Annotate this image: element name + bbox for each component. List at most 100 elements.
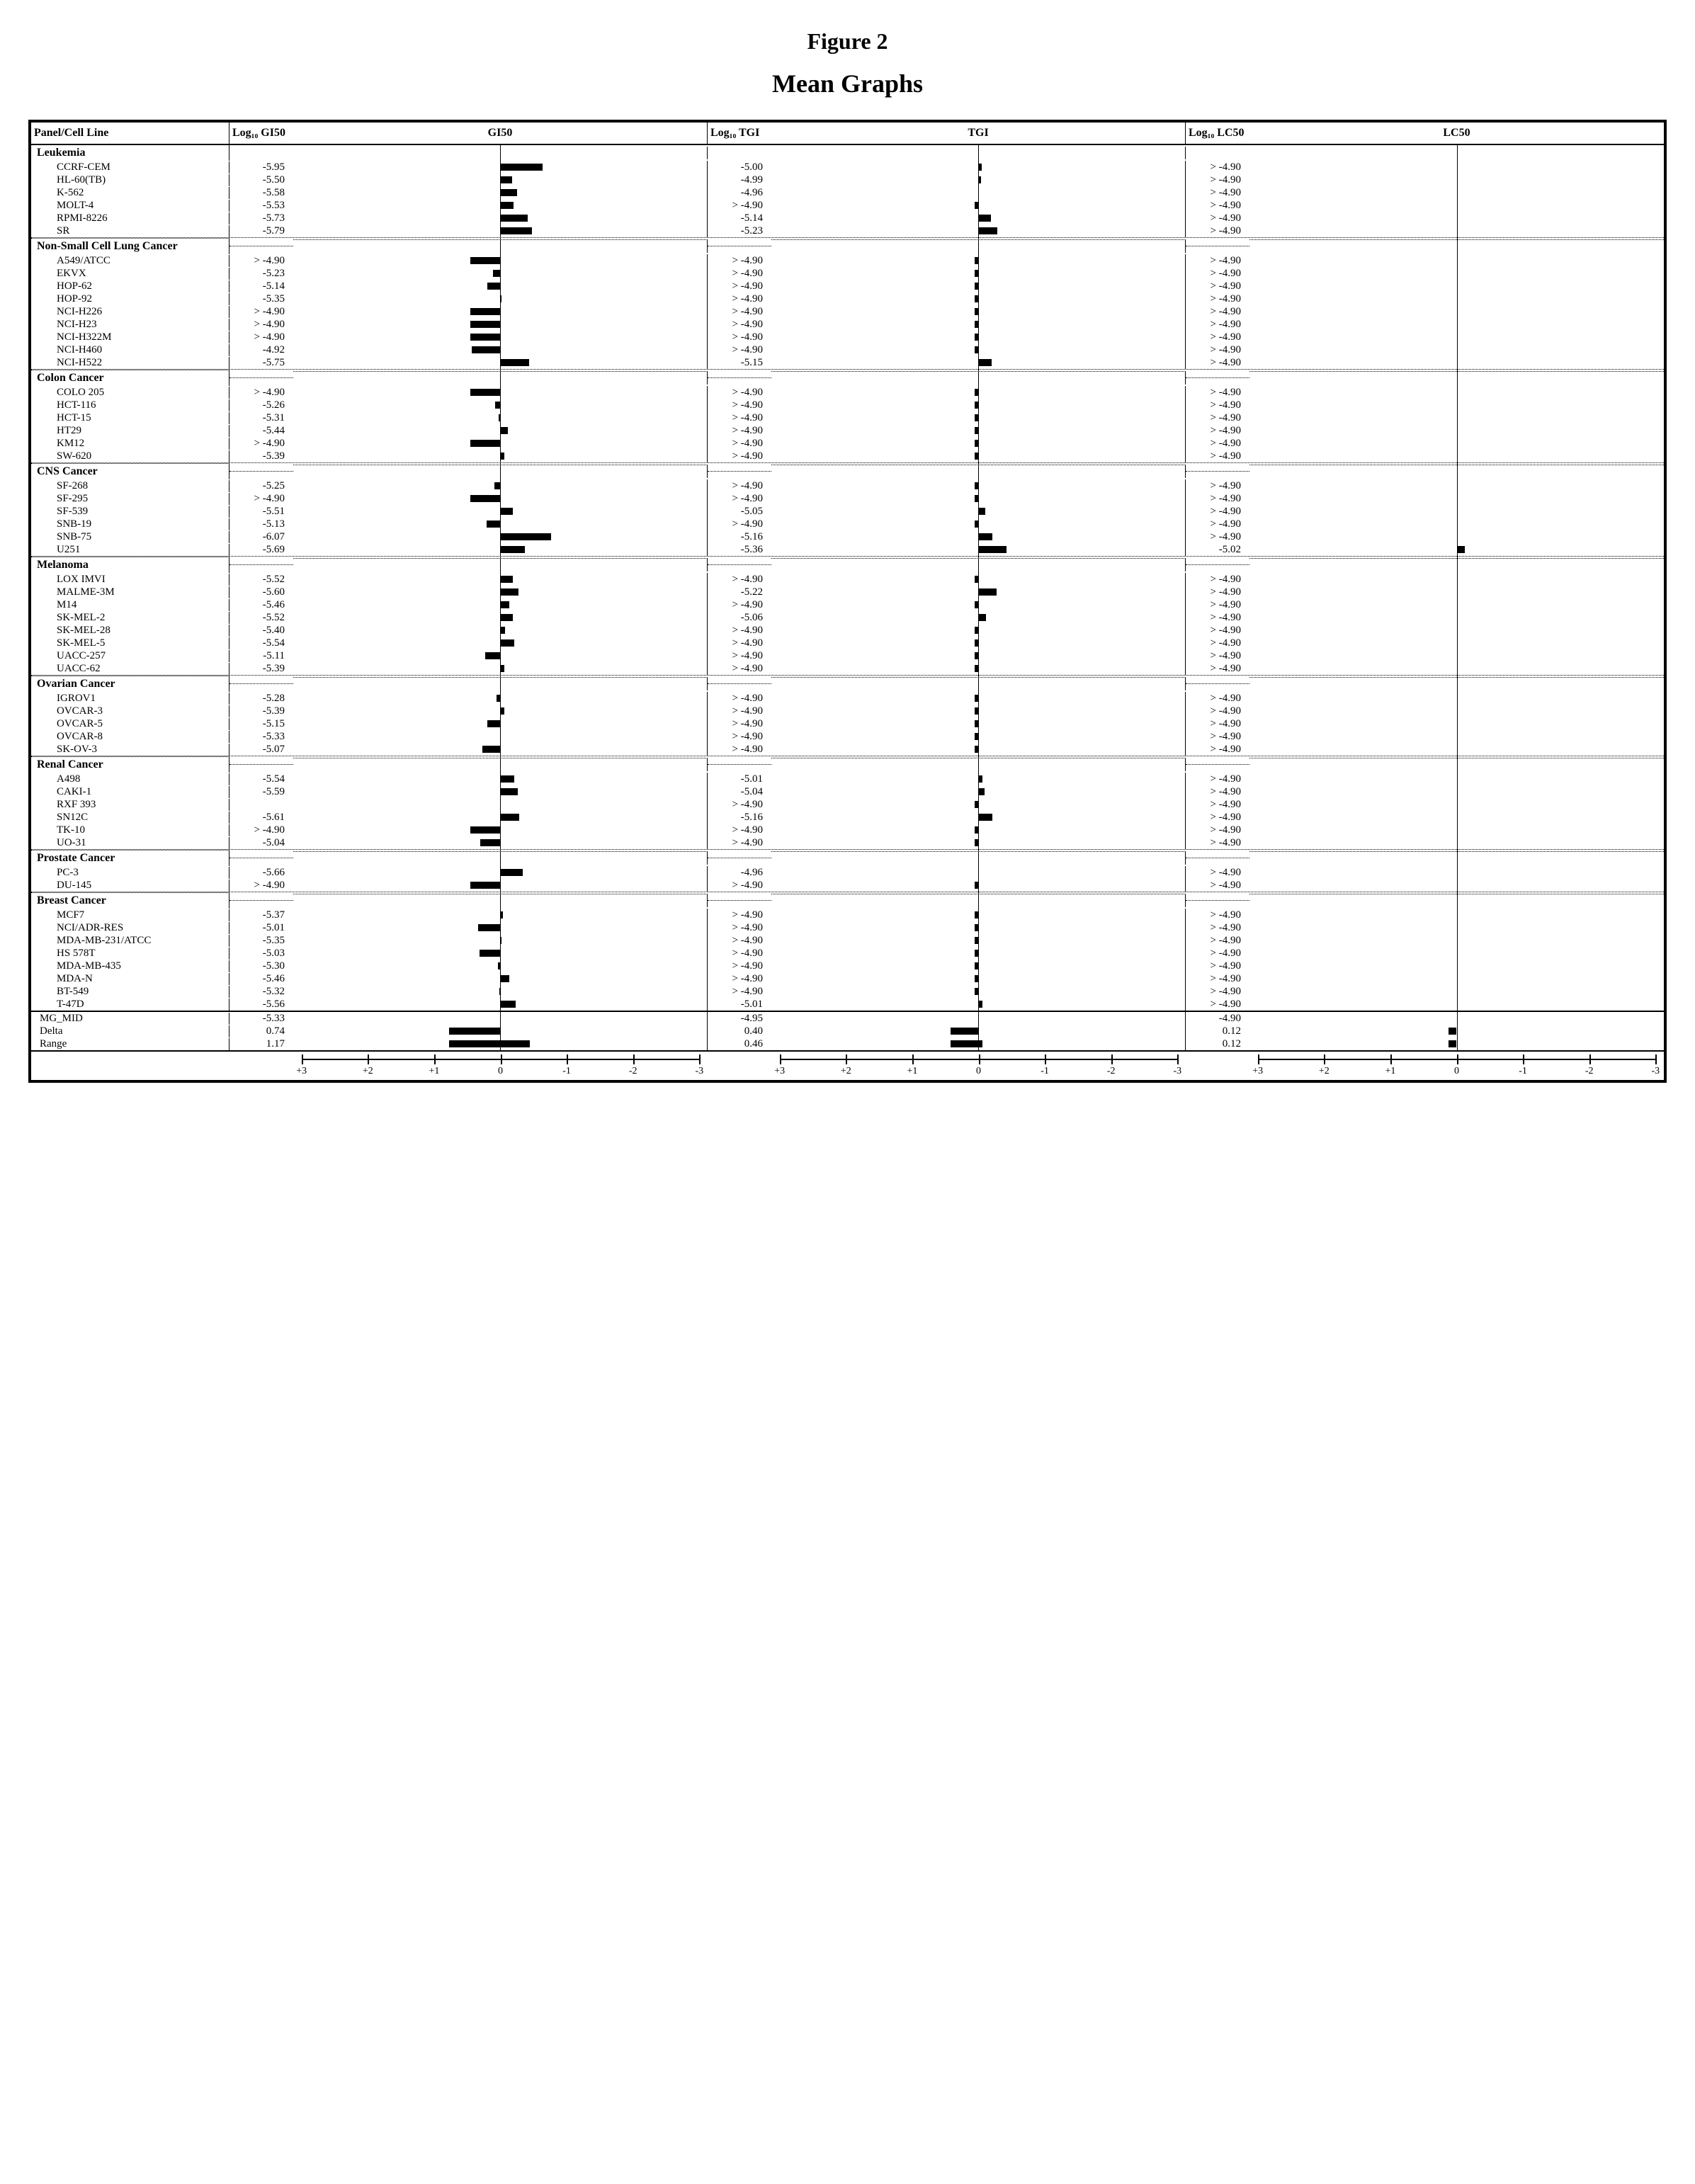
gi50-value: -5.53 [229,200,293,212]
cell-line-label: SK-OV-3 [31,744,229,756]
axis-tick-label: 0 [1454,1066,1459,1077]
zero-line [1457,448,1458,464]
tgi-value: -5.22 [708,586,771,598]
footer-label: Delta [31,1025,229,1037]
bar [500,453,504,460]
data-row: K-562 -5.58 -4.96 > -4.90 [31,186,1664,199]
gi50-value: -5.31 [229,412,293,424]
bar [500,588,518,596]
zero-line [500,557,501,573]
cell-line-label: OVCAR-5 [31,718,229,730]
lc50-value: > -4.90 [1186,637,1249,649]
cell-line-label: SR [31,225,229,237]
gi50-value: -5.26 [229,399,293,411]
axis-tick-label: 0 [498,1066,503,1077]
bar-cell [1249,662,1664,675]
data-row: RXF 393 > -4.90 > -4.90 [31,798,1664,811]
tgi-value: > -4.90 [708,718,771,730]
gi50-value: > -4.90 [229,306,293,318]
data-row: M14 -5.46 > -4.90 > -4.90 [31,598,1664,611]
lc50-value: > -4.90 [1186,824,1249,836]
panel-header-row: Leukemia [31,145,1664,161]
lc50-value: > -4.90 [1186,880,1249,892]
bar [500,788,518,795]
zero-line [1457,464,1458,479]
bar [975,402,978,409]
axis-tick [501,1054,502,1064]
axis-tick-label: -2 [1107,1066,1116,1077]
panel-name: Breast Cancer [31,892,229,909]
axis-tick [912,1054,914,1064]
data-row: PC-3 -5.66 -4.96 > -4.90 [31,866,1664,879]
data-row: COLO 205 > -4.90 > -4.90 > -4.90 [31,386,1664,399]
axis-tick [1589,1054,1591,1064]
tgi-value: > -4.90 [708,935,771,947]
bar [975,414,978,421]
gi50-value: -5.30 [229,960,293,972]
lc50-value: > -4.90 [1186,438,1249,450]
zero-line [1457,851,1458,866]
zero-line [1457,145,1458,161]
bar-cell [1249,1037,1664,1050]
zero-line [978,741,979,757]
bar-cell [293,240,707,253]
bar [500,639,514,647]
bar [500,775,514,783]
bar [487,720,500,727]
gi50-value: -5.51 [229,506,293,518]
bar [978,508,985,515]
bar [975,950,978,957]
panel-name: CNS Cancer [31,463,229,479]
bar-cell [1249,224,1664,237]
gi50-value: -5.15 [229,718,293,730]
zero-line [978,448,979,464]
lc50-value: > -4.90 [1186,574,1249,586]
zero-line [1457,1036,1458,1052]
cell-line-label: IGROV1 [31,693,229,705]
cell-line-label: U251 [31,544,229,556]
gi50-value: -5.33 [229,731,293,743]
bar-cell [293,998,707,1011]
bar [978,614,986,621]
data-row: NCI-H23 > -4.90 > -4.90 > -4.90 [31,318,1664,331]
bar [472,346,500,353]
cell-line-label: HS 578T [31,948,229,960]
zero-line [1457,893,1458,909]
bar [500,202,514,209]
tgi-value: > -4.90 [708,450,771,462]
axis-tick [302,1054,303,1064]
bar-cell [771,758,1185,771]
tgi-value: > -4.90 [708,293,771,305]
gi50-value: -5.35 [229,935,293,947]
bar [500,215,528,222]
cell-line-label: NCI-H460 [31,344,229,356]
bar-cell [771,678,1185,690]
cell-line-label: HOP-62 [31,280,229,292]
bar [470,826,500,834]
gi50-value: -5.28 [229,693,293,705]
bar [975,308,978,315]
tgi-value: -5.01 [708,999,771,1011]
zero-line [500,145,501,161]
lc50-value: > -4.90 [1186,718,1249,730]
lc50-value: > -4.90 [1186,935,1249,947]
bar [975,576,978,583]
data-row: SK-MEL-2 -5.52 -5.06 > -4.90 [31,611,1664,624]
axis-tick [1045,1054,1046,1064]
gi50-bar [293,543,708,556]
cell-line-label: NCI-H226 [31,306,229,318]
bar-cell [293,356,707,369]
bar [978,814,992,821]
gi50-value: -5.37 [229,909,293,921]
axis-tick-label: 0 [976,1066,981,1077]
lc50-value: > -4.90 [1186,731,1249,743]
bar [978,176,981,183]
gi50-bar [293,836,708,849]
hdr-lc50-val: Log₁₀ LC50 [1186,123,1249,144]
bar [975,975,978,982]
lc50-value: > -4.90 [1186,387,1249,399]
gi50-value: -5.35 [229,293,293,305]
panel-name: Non-Small Cell Lung Cancer [31,238,229,254]
gi50-value: > -4.90 [229,880,293,892]
data-row: MDA-MB-435 -5.30 > -4.90 > -4.90 [31,960,1664,972]
